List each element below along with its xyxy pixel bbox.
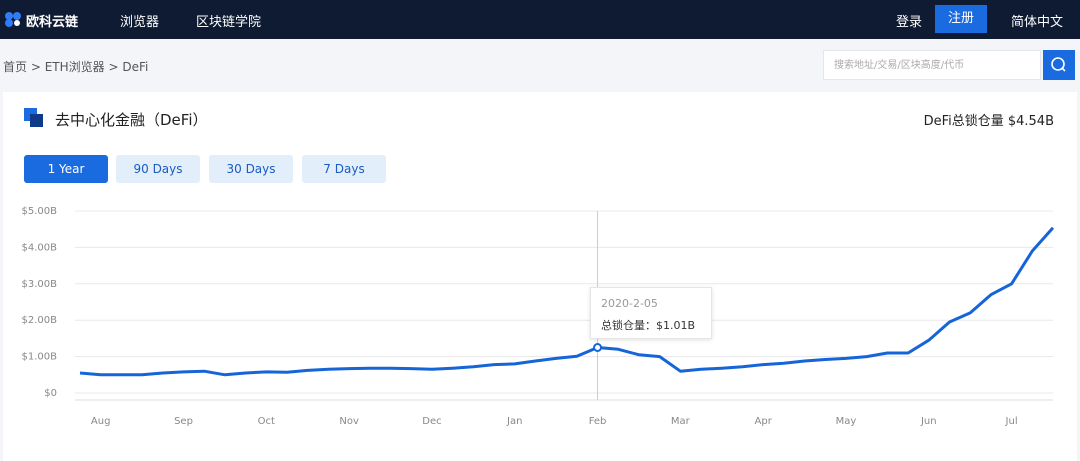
search-button[interactable] (1043, 50, 1075, 80)
x-tick-label: Mar (671, 416, 691, 427)
range-button[interactable]: 90 Days (116, 155, 200, 183)
line (79, 226, 1055, 377)
nav-item[interactable]: 浏览器 (120, 15, 160, 30)
breadcrumb: 首页 > ETH浏览器 > DeFi (3, 60, 149, 74)
x-tick-label: Nov (339, 416, 359, 427)
crumb[interactable]: ETH浏览器 (44, 60, 105, 74)
logo-icon (4, 11, 22, 27)
nav-item[interactable]: 区块链学院 (196, 15, 262, 30)
y-tick-label: $1.00B (22, 352, 58, 363)
logo[interactable]: 欧科云链 (26, 15, 79, 30)
x-tick-label: Oct (258, 416, 275, 427)
y-tick-label: $2.00B (22, 315, 58, 326)
range-button[interactable]: 7 Days (302, 155, 386, 183)
search-input[interactable]: 搜索地址/交易/区块高度/代币 (823, 50, 1041, 80)
register-button[interactable]: 注册 (935, 5, 987, 33)
y-tick-label: $3.00B (22, 279, 58, 290)
range-button[interactable]: 1 Year (24, 155, 108, 183)
x-tick-label: Dec (422, 416, 441, 427)
x-tick-label: Jul (1005, 416, 1018, 427)
range-button[interactable]: 30 Days (209, 155, 293, 183)
hover-point (593, 343, 603, 352)
card-title: 去中心化金融（DeFi） (55, 111, 208, 129)
y-tick-label: $4.00B (22, 242, 58, 253)
language[interactable]: 简体中文 (1011, 15, 1064, 30)
y-tick-label: $5.00B (22, 206, 58, 217)
x-tick-label: Sep (174, 416, 193, 427)
x-tick-label: Feb (589, 416, 607, 427)
y-tick-label: $0 (44, 388, 57, 399)
crumb[interactable]: 首页 (3, 60, 28, 74)
login[interactable]: 登录 (896, 15, 923, 30)
x-tick-label: Aug (91, 416, 111, 427)
card-icon (24, 108, 44, 132)
tvl: DeFi总锁仓量 $4.54B (923, 114, 1054, 129)
crumb: DeFi (122, 60, 149, 74)
header: 欧科云链 浏览器 区块链学院 登录 简体中文 (0, 0, 1080, 39)
x-tick-label: Jan (506, 416, 522, 427)
x-tick-label: Apr (755, 416, 773, 427)
tooltip-text: 总锁仓量：$1.01B (601, 319, 696, 332)
tooltip-title: 2020-2-05 (601, 297, 658, 310)
x-tick-label: Jun (920, 416, 937, 427)
tooltip: 2020-2-05 总锁仓量：$1.01B (590, 287, 712, 339)
x-tick-label: May (836, 416, 857, 427)
